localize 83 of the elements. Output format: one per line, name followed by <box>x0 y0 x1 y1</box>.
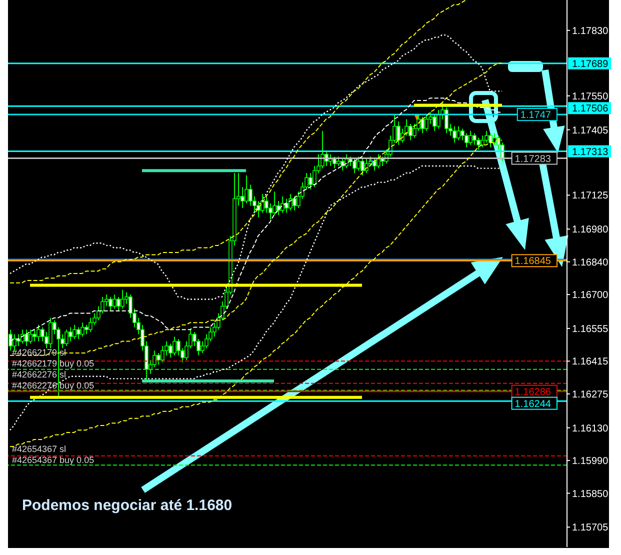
candlestick <box>320 130 324 169</box>
y-tick-label: 1.17125 <box>572 190 609 202</box>
y-tick-label: 1.16980 <box>572 224 609 236</box>
candlestick <box>168 343 172 358</box>
ref-line-label: #42662276 sl <box>12 369 66 380</box>
candlestick <box>272 191 276 216</box>
candlestick <box>456 126 460 141</box>
candlestick <box>108 296 112 312</box>
candlestick <box>480 135 484 148</box>
candlestick <box>360 158 364 176</box>
y-tick-label: 1.15990 <box>572 456 609 468</box>
candlestick <box>64 329 68 346</box>
candlestick <box>120 289 124 310</box>
candlestick <box>492 132 496 146</box>
candlestick <box>284 198 288 214</box>
candlestick <box>396 121 400 146</box>
annotation: Podemos negociar até 1.1680 <box>22 497 232 514</box>
candlestick <box>244 174 248 204</box>
candlestick <box>352 158 356 174</box>
candlestick <box>84 324 88 335</box>
y-tick-label: 1.15705 <box>572 522 609 534</box>
y-tick-label: 1.17830 <box>572 26 609 37</box>
candlestick <box>424 114 428 132</box>
candlestick <box>372 158 376 172</box>
ref-line-label: 1.16244 <box>514 398 552 410</box>
candlestick <box>288 194 292 211</box>
candlestick <box>260 194 264 214</box>
candlestick <box>468 130 472 146</box>
candlestick <box>420 116 424 134</box>
candlestick <box>80 322 84 338</box>
ref-line-label: #42654367 sl <box>12 444 66 454</box>
y-tick-label: 1.17405 <box>572 125 609 136</box>
candlestick <box>432 114 436 132</box>
y-tick-label: 1.17550 <box>572 91 609 102</box>
candlestick <box>28 329 32 344</box>
candlestick <box>292 196 296 211</box>
y-tick-label: 1.16130 <box>572 423 609 434</box>
line-series <box>10 0 466 284</box>
y-tick-label: 1.16275 <box>572 389 609 400</box>
y-tick-label: 1.16415 <box>572 356 609 368</box>
candlestick <box>408 123 412 141</box>
candlestick <box>376 154 380 169</box>
candlestick <box>72 324 76 340</box>
candlestick <box>488 132 492 148</box>
candlestick <box>116 296 120 312</box>
candlestick <box>88 317 92 332</box>
ref-line-label: 1.17689 <box>572 58 609 70</box>
candlestick <box>476 137 480 150</box>
candlestick <box>336 156 340 166</box>
y-tick-label: 1.15850 <box>572 488 609 500</box>
candlestick <box>172 336 176 356</box>
candlestick <box>344 154 348 169</box>
candlestick <box>452 126 456 144</box>
ref-line-label: 1.17283 <box>514 154 552 165</box>
candlestick <box>76 326 80 340</box>
candlestick <box>68 326 72 342</box>
candlestick <box>112 294 116 310</box>
candlestick <box>340 158 344 172</box>
line-series <box>9 34 503 300</box>
candlestick <box>20 329 24 344</box>
candlestick <box>308 172 312 190</box>
candlestick <box>472 132 476 146</box>
candlestick <box>444 107 448 134</box>
candlestick <box>156 352 160 366</box>
ref-line-label: #42662179 buy 0.05 <box>12 358 94 368</box>
candlestick <box>36 324 40 342</box>
y-tick-label: 1.16700 <box>572 290 609 302</box>
candlestick <box>276 200 280 216</box>
y-tick-label: 1.16555 <box>572 324 609 335</box>
ref-line-label: 1.16845 <box>514 256 552 268</box>
candlestick <box>332 156 336 169</box>
ref-line-label: 1.1747 <box>520 110 552 122</box>
ref-line-label: 1.17506 <box>572 104 609 115</box>
candlestick <box>484 130 488 144</box>
ref-line-label: #42654367 buy 0.05 <box>12 455 94 466</box>
ref-line-label: 1.16286 <box>514 386 552 398</box>
candlestick <box>356 156 360 172</box>
candlestick <box>48 317 52 349</box>
y-tick-label: 1.16840 <box>572 257 609 268</box>
candlestick <box>280 196 284 214</box>
candlestick <box>160 345 164 363</box>
candlestick <box>464 132 468 148</box>
ref-line-label: 1.17313 <box>572 146 609 158</box>
